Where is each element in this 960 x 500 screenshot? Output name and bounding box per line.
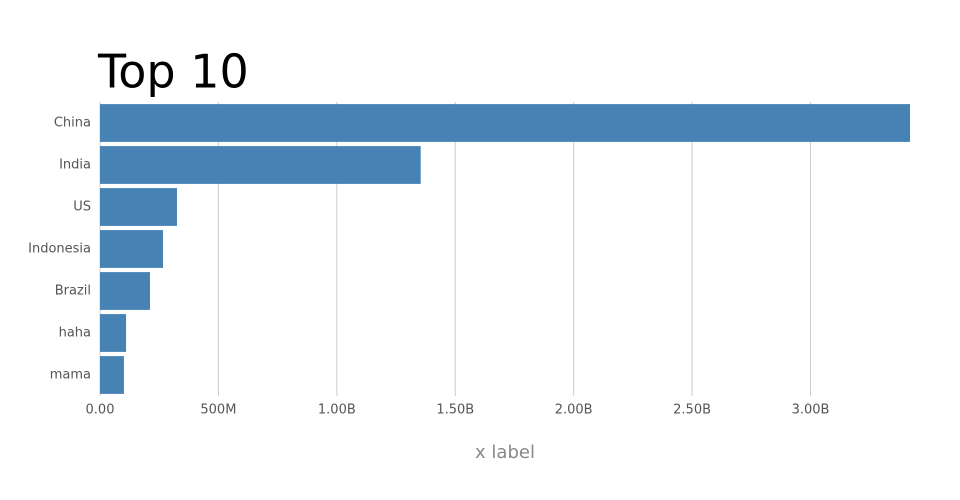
- bar: [100, 104, 910, 142]
- chart-title: Top 10: [97, 45, 249, 99]
- x-tick-label: 2.00B: [555, 403, 593, 418]
- x-tick-label: 1.00B: [318, 403, 356, 418]
- y-tick-label: haha: [59, 326, 91, 341]
- x-tick-label: 0.00: [86, 403, 115, 418]
- y-tick-label: India: [59, 158, 91, 173]
- x-tick-label: 1.50B: [436, 403, 474, 418]
- y-tick-label: Brazil: [55, 284, 91, 299]
- x-tick-label: 500M: [200, 403, 236, 418]
- bar: [100, 146, 421, 184]
- x-tick-label: 3.00B: [792, 403, 830, 418]
- y-tick-label: US: [73, 200, 91, 215]
- y-tick-label: China: [54, 116, 91, 131]
- x-axis-label: x label: [475, 442, 535, 463]
- y-tick-label: Indonesia: [28, 242, 91, 257]
- bar: [100, 356, 124, 394]
- bar: [100, 188, 177, 226]
- x-tick-label: 2.50B: [673, 403, 711, 418]
- y-tick-label: mama: [50, 368, 91, 383]
- bar: [100, 272, 150, 310]
- bar: [100, 314, 127, 352]
- bar: [100, 230, 163, 268]
